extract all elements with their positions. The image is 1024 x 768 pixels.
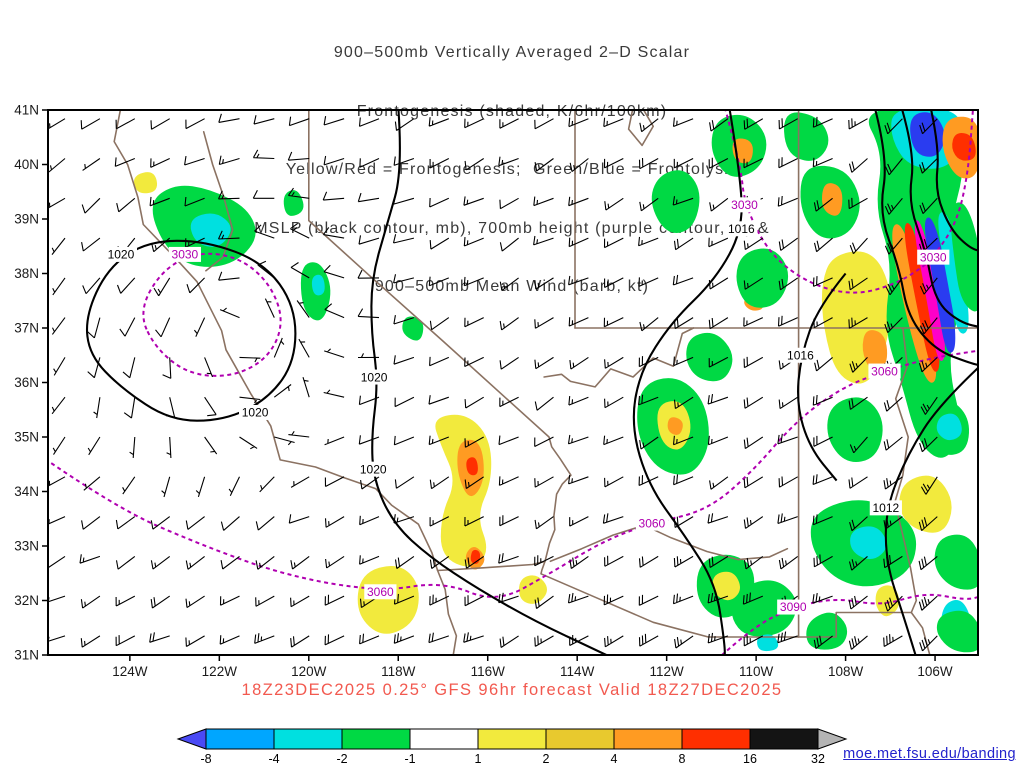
svg-text:-2: -2 [336, 752, 347, 766]
svg-text:39N: 39N [14, 212, 39, 227]
svg-text:32: 32 [811, 752, 825, 766]
svg-text:36N: 36N [14, 375, 39, 390]
svg-text:1012: 1012 [872, 501, 899, 515]
svg-text:1020: 1020 [360, 462, 387, 476]
svg-text:37N: 37N [14, 321, 39, 336]
svg-text:32N: 32N [14, 593, 39, 608]
svg-text:1: 1 [475, 752, 482, 766]
svg-text:124W: 124W [112, 664, 148, 679]
shading-layer [133, 110, 978, 653]
svg-text:38N: 38N [14, 266, 39, 281]
svg-text:33N: 33N [14, 539, 39, 554]
colorbar: -8 -4 -2 -1 1 2 4 8 16 32 [176, 728, 848, 766]
svg-text:106W: 106W [917, 664, 953, 679]
svg-text:-8: -8 [200, 752, 211, 766]
axes-layer: 124W 122W 120W 118W 116W 114W 112W 110W 108W 106W… [14, 103, 979, 679]
svg-text:40N: 40N [14, 157, 39, 172]
svg-text:120W: 120W [291, 664, 327, 679]
svg-text:3030: 3030 [920, 250, 947, 264]
svg-text:1020: 1020 [242, 406, 269, 420]
svg-text:2: 2 [543, 752, 550, 766]
svg-text:31N: 31N [14, 648, 39, 663]
svg-text:3060: 3060 [871, 364, 898, 378]
svg-text:16: 16 [743, 752, 757, 766]
svg-text:-1: -1 [404, 752, 415, 766]
svg-text:116W: 116W [471, 664, 506, 679]
svg-text:3060: 3060 [367, 585, 394, 599]
svg-text:1020: 1020 [361, 370, 388, 384]
svg-text:3060: 3060 [639, 516, 666, 530]
svg-text:112W: 112W [650, 664, 685, 679]
svg-text:-4: -4 [268, 752, 279, 766]
svg-text:41N: 41N [14, 103, 39, 118]
title-line-1: 900–500mb Vertically Averaged 2–D Scalar [333, 44, 691, 61]
svg-text:110W: 110W [739, 664, 774, 679]
svg-text:1016: 1016 [728, 222, 755, 236]
svg-text:114W: 114W [560, 664, 595, 679]
svg-text:4: 4 [611, 752, 618, 766]
svg-text:34N: 34N [14, 484, 39, 499]
contour-labels-layer: 1020 1020 1020 1020 1016 1016 1012 3030 3030 3030… [104, 197, 950, 615]
state-borders-layer [113, 110, 978, 655]
svg-text:1020: 1020 [108, 248, 135, 262]
svg-text:3090: 3090 [780, 600, 807, 614]
svg-text:1016: 1016 [787, 348, 814, 362]
forecast-caption: 18Z23DEC2025 0.25° GFS 96hr forecast Val… [241, 681, 783, 699]
wind-barbs-layer [48, 113, 938, 652]
svg-text:3030: 3030 [172, 248, 199, 262]
svg-text:122W: 122W [202, 664, 238, 679]
svg-text:118W: 118W [381, 664, 416, 679]
svg-text:3030: 3030 [731, 198, 758, 212]
credit-link[interactable]: moe.met.fsu.edu/banding [843, 746, 1016, 762]
svg-text:8: 8 [679, 752, 686, 766]
svg-text:108W: 108W [828, 664, 864, 679]
svg-text:35N: 35N [14, 430, 39, 445]
